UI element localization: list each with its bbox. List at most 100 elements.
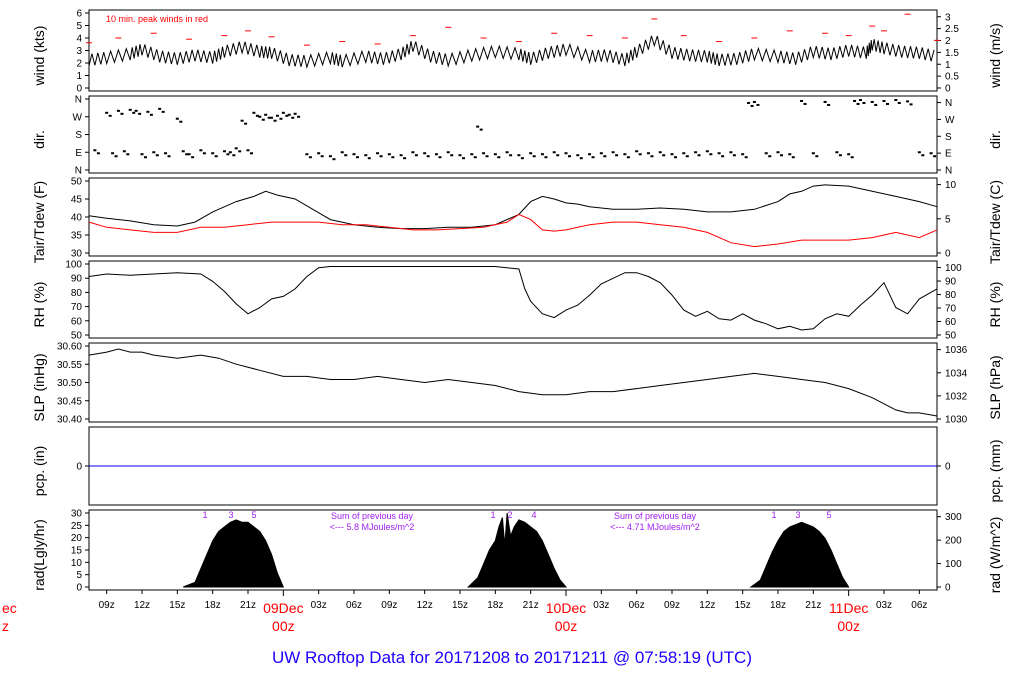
dir-point xyxy=(882,99,886,102)
dir-point xyxy=(244,122,248,125)
dir-point xyxy=(255,114,259,117)
dir-point xyxy=(576,154,580,157)
dir-point xyxy=(858,98,862,101)
dir-point xyxy=(291,116,295,119)
dir-point xyxy=(391,156,395,159)
x-tick-label: 12z xyxy=(134,600,150,611)
rad-ticklabel-left: 20 xyxy=(71,533,83,544)
dir-point xyxy=(552,151,556,154)
rad-ylabel-left: rad(Lgly/hr) xyxy=(31,519,47,591)
dir-point xyxy=(685,155,689,158)
wind-ticklabel-left: 2 xyxy=(76,59,82,70)
wind-ticklabel-left: 0 xyxy=(76,84,82,95)
dir-point xyxy=(305,153,309,156)
rh-ylabel-left: RH (%) xyxy=(31,282,47,328)
dir-point xyxy=(721,155,725,158)
dir-point xyxy=(226,153,230,156)
dir-point xyxy=(434,153,438,156)
dir-ticklabel-left: W xyxy=(73,112,83,123)
dir-point xyxy=(638,153,642,156)
dir-point xyxy=(167,155,171,158)
x-tick-label: 03z xyxy=(593,600,609,611)
dir-point xyxy=(800,99,804,102)
dir-point xyxy=(140,153,144,156)
dir-point xyxy=(149,113,153,116)
temp-ylabel-right: Tair/Tdew (C) xyxy=(987,180,1003,264)
dir-point xyxy=(750,104,754,107)
x-tick-label: 03z xyxy=(876,600,892,611)
pcp-ylabel-left: pcp. (in) xyxy=(31,446,47,497)
rh-ticklabel-right: 70 xyxy=(945,304,957,315)
dir-point xyxy=(108,114,112,117)
dir-point xyxy=(623,153,627,156)
dir-point xyxy=(191,156,195,159)
wind-ticklabel-right: 2.5 xyxy=(945,24,959,35)
wind-ylabel-right: wind (m/s) xyxy=(987,23,1003,89)
dir-ticklabel-right: E xyxy=(945,149,952,160)
rh-ticklabel-left: 70 xyxy=(71,302,83,313)
dir-ylabel-right: dir. xyxy=(987,130,1003,149)
x-tick-label: 15z xyxy=(452,600,468,611)
dir-point xyxy=(599,152,603,155)
pcp-ticklabel-left: 0 xyxy=(76,462,82,473)
dir-point xyxy=(756,103,760,106)
dir-point xyxy=(747,101,751,104)
dir-point xyxy=(482,152,486,155)
dir-point xyxy=(134,109,138,112)
dir-point xyxy=(674,156,677,159)
temp-ticklabel-left: 45 xyxy=(71,195,83,206)
dir-point xyxy=(258,115,262,118)
rad-ticklabel-left: 15 xyxy=(71,546,83,557)
dir-point xyxy=(458,154,462,157)
dir-point xyxy=(426,155,430,158)
dir-point xyxy=(603,155,607,158)
dir-point xyxy=(476,125,480,128)
dir-point xyxy=(387,153,391,156)
rad-hour-marker: 5 xyxy=(251,510,256,520)
dir-point xyxy=(181,150,185,153)
dir-point xyxy=(376,152,380,155)
x-tick-label: 12z xyxy=(417,600,433,611)
dir-point xyxy=(493,153,497,156)
rad-hour-marker: 4 xyxy=(531,510,536,520)
dir-point xyxy=(399,154,403,157)
dir-point xyxy=(132,111,136,114)
dir-point xyxy=(505,151,509,154)
x-tick-label: 15z xyxy=(735,600,751,611)
dir-point xyxy=(485,155,489,158)
dir-point xyxy=(211,152,215,155)
dir-point xyxy=(446,151,450,154)
dir-point xyxy=(199,149,203,152)
rh-ticklabel-left: 80 xyxy=(71,288,83,299)
slp-ticklabel-right: 1030 xyxy=(945,415,968,426)
wind-ticklabel-right: 0.5 xyxy=(945,72,959,83)
dir-point xyxy=(202,152,206,155)
slp-ticklabel-left: 30.45 xyxy=(57,396,82,407)
dir-point xyxy=(564,152,568,155)
dir-point xyxy=(120,112,124,115)
wind-ylabel-left: wind (kts) xyxy=(31,26,47,87)
x-tick-label: 21z xyxy=(240,600,256,611)
slp-ticklabel-left: 30.60 xyxy=(57,342,82,353)
rad-hour-marker: 2 xyxy=(507,510,512,520)
dir-point xyxy=(264,113,268,116)
wind-ticklabel-right: 3 xyxy=(945,12,951,23)
dir-point xyxy=(164,152,168,155)
dir-point xyxy=(250,152,253,155)
rad-annotation: Sum of previous day xyxy=(331,511,414,521)
dir-point xyxy=(240,119,244,122)
dir-point xyxy=(803,102,807,105)
dir-point xyxy=(717,152,721,155)
dir-point xyxy=(450,154,454,157)
dir-point xyxy=(352,153,356,156)
dir-point xyxy=(517,154,521,157)
x-tick-label: 06z xyxy=(911,600,927,611)
dir-point xyxy=(897,101,901,104)
dir-point xyxy=(646,152,650,155)
temp-ticklabel-left: 40 xyxy=(71,213,83,224)
dir-point xyxy=(732,154,736,157)
dir-point xyxy=(187,153,191,156)
dir-point xyxy=(152,151,156,154)
dir-point xyxy=(275,114,279,117)
